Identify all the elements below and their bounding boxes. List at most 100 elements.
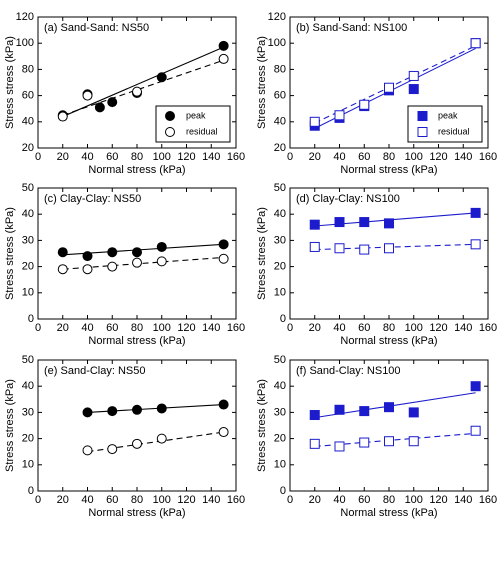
data-point [470, 381, 481, 392]
data-point [334, 404, 345, 415]
x-tick-label: 80 [131, 322, 143, 334]
data-point [107, 247, 118, 258]
x-tick-label: 60 [106, 322, 118, 334]
y-axis-label: Stress stress (kPa) [256, 207, 268, 300]
data-point [132, 247, 142, 258]
x-tick-label: 40 [333, 151, 345, 163]
x-tick-label: 100 [153, 494, 171, 506]
x-tick-label: 120 [429, 322, 447, 334]
plot-frame [289, 359, 489, 492]
x-tick-label: 20 [57, 322, 69, 334]
x-tick-label: 0 [35, 322, 41, 334]
x-tick-label: 100 [405, 322, 423, 334]
x-tick-label: 20 [309, 494, 321, 506]
data-point [470, 207, 481, 218]
y-tick-label: 60 [22, 90, 34, 102]
y-tick-label: 80 [22, 63, 34, 75]
y-tick-label: 60 [274, 90, 286, 102]
y-tick-label: 40 [22, 116, 34, 128]
y-axis-label: Stress stress (kPa) [4, 36, 16, 129]
y-tick-label: 30 [274, 234, 286, 246]
y-axis-label: Stress stress (kPa) [256, 36, 268, 129]
x-axis-label: Normal stress (kPa) [340, 164, 437, 176]
data-point [57, 111, 68, 122]
data-point [408, 436, 419, 447]
data-point [359, 217, 370, 228]
x-tick-label: 140 [202, 494, 220, 506]
x-tick-label: 20 [57, 151, 69, 163]
y-tick-label: 50 [22, 182, 34, 194]
legend-marker [417, 111, 428, 121]
data-point [309, 241, 320, 252]
y-tick-label: 50 [274, 182, 286, 194]
fit-line [62, 59, 224, 116]
x-tick-label: 160 [479, 494, 497, 506]
x-tick-label: 80 [131, 494, 143, 506]
x-tick-label: 40 [81, 151, 93, 163]
y-axis-label: Stress stress (kPa) [4, 379, 16, 472]
y-tick-label: 50 [22, 354, 34, 366]
x-tick-label: 40 [81, 494, 93, 506]
y-tick-label: 120 [268, 11, 286, 23]
x-tick-label: 60 [358, 322, 370, 334]
x-tick-label: 120 [177, 322, 195, 334]
data-point [82, 445, 93, 456]
data-point [334, 441, 345, 452]
legend-marker [165, 111, 175, 121]
data-point [334, 243, 345, 254]
x-tick-label: 20 [57, 494, 69, 506]
panel-title: (c) Clay-Clay: NS50 [44, 193, 141, 205]
legend-label: residual [186, 126, 218, 136]
data-point [470, 425, 481, 436]
y-tick-label: 20 [22, 433, 34, 445]
data-point [107, 97, 118, 108]
y-tick-label: 10 [274, 287, 286, 299]
x-tick-label: 160 [479, 322, 497, 334]
data-point [359, 406, 370, 417]
data-point [218, 253, 229, 264]
x-tick-label: 140 [202, 322, 220, 334]
y-tick-label: 80 [274, 63, 286, 75]
data-point [132, 438, 142, 449]
data-point [384, 402, 394, 413]
x-tick-label: 140 [202, 151, 220, 163]
data-point [309, 116, 320, 127]
data-point [132, 257, 142, 268]
data-point [218, 40, 229, 51]
y-tick-label: 10 [22, 287, 34, 299]
x-axis-label: Normal stress (kPa) [88, 335, 185, 347]
x-tick-label: 160 [479, 151, 497, 163]
data-point [57, 247, 68, 258]
data-point [359, 99, 370, 110]
data-point [218, 427, 229, 438]
data-point [82, 251, 93, 262]
y-tick-label: 120 [16, 11, 34, 23]
data-point [156, 241, 167, 252]
y-tick-label: 0 [280, 485, 286, 497]
fit-line [314, 243, 476, 251]
data-point [309, 410, 320, 421]
data-point [359, 437, 370, 448]
legend-marker [417, 127, 428, 137]
legend-label: residual [438, 126, 470, 136]
y-axis-label: Stress stress (kPa) [4, 207, 16, 300]
data-point [384, 82, 394, 93]
data-point [218, 53, 229, 64]
data-point [156, 256, 167, 267]
panel: 0 20 40 60 80 100 120 140 160 0 10 20 30 40 50 (e) Sand… [4, 354, 245, 519]
x-tick-label: 120 [177, 494, 195, 506]
x-tick-label: 120 [429, 494, 447, 506]
data-point [384, 243, 394, 254]
fit-line [62, 256, 224, 270]
x-tick-label: 80 [383, 494, 395, 506]
data-point [107, 444, 118, 455]
y-tick-label: 50 [274, 354, 286, 366]
panel-title: (b) Sand-Sand: NS100 [296, 22, 407, 34]
x-tick-label: 120 [177, 151, 195, 163]
panel: 0 20 40 60 80 100 120 140 160 0 10 20 30 40 50 (d) Clay… [256, 182, 497, 347]
panel: 0 20 40 60 80 100 120 140 160 0 10 20 30 40 50 (c) Clay… [4, 182, 245, 347]
y-tick-label: 0 [28, 313, 34, 325]
fit-line [62, 46, 224, 118]
